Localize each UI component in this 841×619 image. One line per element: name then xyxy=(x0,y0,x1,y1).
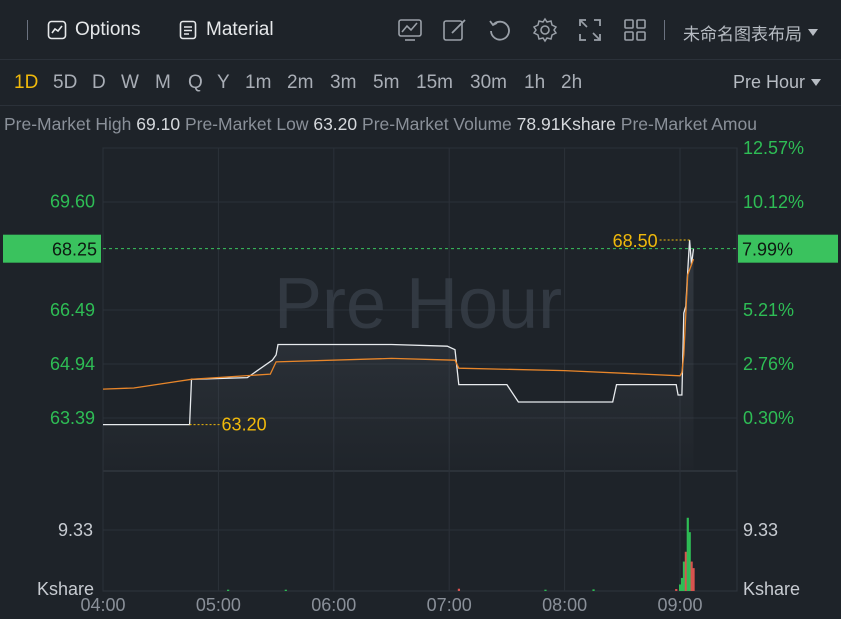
volume-bar xyxy=(680,577,684,591)
markers: 68.25 7.99% 68.50 63.20 xyxy=(3,231,838,435)
volume-bar xyxy=(284,589,287,591)
period-30m[interactable]: 30m xyxy=(470,72,507,93)
period-q[interactable]: Q xyxy=(188,72,203,93)
volume-bar xyxy=(682,561,686,591)
chevron-down-icon xyxy=(811,79,822,86)
volume-bar xyxy=(592,589,595,591)
current-price-badge xyxy=(3,234,101,263)
premarket-stats-bar: Pre-Market High 69.10 Pre-Market Low 63.… xyxy=(4,114,841,140)
low-marker-label: 63.20 xyxy=(222,415,267,435)
toolbar-separator xyxy=(664,20,665,40)
stat-value-pre-market-low: 63.20 xyxy=(313,114,358,134)
x-tick-label: 08:00 xyxy=(542,595,587,615)
layout-name: 未命名图表布局 xyxy=(683,25,802,45)
volume-bar xyxy=(457,588,461,591)
volume-tick-label: 9.33 xyxy=(743,520,778,540)
material-button[interactable]: Material xyxy=(178,16,274,44)
gear-icon[interactable] xyxy=(532,17,558,43)
current-change-value: 7.99% xyxy=(742,240,793,260)
session-watermark: Pre Hour xyxy=(274,264,562,344)
y-tick-label-left: 64.94 xyxy=(50,354,95,374)
session-select[interactable]: Pre Hour xyxy=(733,72,822,93)
y-tick-label-left: 66.49 xyxy=(50,300,95,320)
y-tick-label-left: 69.60 xyxy=(50,192,95,212)
indicator-icon[interactable] xyxy=(397,17,423,43)
fullscreen-icon[interactable] xyxy=(577,17,603,43)
average-price-line xyxy=(102,258,695,390)
layout-grid-icon[interactable] xyxy=(622,17,648,43)
draw-icon[interactable] xyxy=(442,17,468,43)
volume-bars xyxy=(227,517,695,591)
volume-bar xyxy=(679,584,682,591)
volume-bar xyxy=(544,589,547,591)
period-w[interactable]: W xyxy=(121,72,139,93)
x-tick-label: 09:00 xyxy=(657,595,702,615)
document-icon xyxy=(179,20,197,40)
period-5d[interactable]: 5D xyxy=(53,72,78,93)
y-tick-label-left: 63.39 xyxy=(50,408,95,428)
stat-label-pre-market-volume: Pre-Market Volume xyxy=(362,114,512,134)
period-2h[interactable]: 2h xyxy=(561,72,583,93)
period-1d[interactable]: 1D xyxy=(14,72,39,93)
volume-bar xyxy=(690,561,693,591)
options-label: Options xyxy=(75,19,141,40)
y-tick-label-right: 0.30% xyxy=(743,408,794,428)
period-2m[interactable]: 2m xyxy=(287,72,314,93)
period-bar: Pre Hour 1D 5D D W M Q Y 1m 2m 3m 5m 15m 30m 1h 2h xyxy=(0,60,841,106)
period-y[interactable]: Y xyxy=(217,72,230,93)
y-tick-label-right: 12.57% xyxy=(743,138,804,158)
period-1m[interactable]: 1m xyxy=(245,72,272,93)
axes: 69.60 66.49 64.94 63.39 12.57% 10.12% 5.21% 2.7… xyxy=(37,138,804,615)
current-price-value: 68.25 xyxy=(52,240,97,260)
price-area-fill xyxy=(103,240,694,470)
x-tick-label: 07:00 xyxy=(427,595,472,615)
chevron-down-icon xyxy=(808,29,818,36)
layout-select[interactable]: 未命名图表布局 xyxy=(683,20,818,45)
options-button[interactable]: Options xyxy=(47,16,140,44)
period-15m[interactable]: 15m xyxy=(416,72,453,93)
options-icon xyxy=(47,20,67,40)
x-tick-label: 05:00 xyxy=(196,595,241,615)
volume-bar xyxy=(686,517,689,591)
volume-bar xyxy=(692,568,695,591)
volume-tick-label: 9.33 xyxy=(58,520,93,540)
y-tick-label-right: 5.21% xyxy=(743,300,794,320)
x-tick-label: 04:00 xyxy=(80,595,125,615)
volume-bar xyxy=(227,589,230,591)
price-lines xyxy=(102,239,695,426)
volume-bar xyxy=(675,589,678,591)
period-d[interactable]: D xyxy=(92,72,106,93)
volume-unit-label: Kshare xyxy=(743,579,800,599)
period-m[interactable]: M xyxy=(155,72,171,93)
volume-unit-label: Kshare xyxy=(37,579,94,599)
period-3m[interactable]: 3m xyxy=(330,72,357,93)
material-label: Material xyxy=(206,19,274,40)
period-1h[interactable]: 1h xyxy=(524,72,546,93)
stat-value-pre-market-volume: 78.91Kshare xyxy=(516,114,616,134)
current-change-badge xyxy=(738,234,838,263)
refresh-icon[interactable] xyxy=(487,17,513,43)
stat-value-pre-market-high: 69.10 xyxy=(136,114,181,134)
y-tick-label-right: 10.12% xyxy=(743,192,804,212)
period-5m[interactable]: 5m xyxy=(373,72,400,93)
toolbar-separator xyxy=(27,20,28,40)
stat-label-pre-market-high: Pre-Market High xyxy=(4,114,132,134)
y-tick-label-right: 2.76% xyxy=(743,354,794,374)
x-tick-label: 06:00 xyxy=(311,595,356,615)
stat-label-pre-market-low: Pre-Market Low xyxy=(184,114,309,134)
stat-label-pre-market-amou: Pre-Market Amou xyxy=(620,114,757,134)
volume-bar xyxy=(688,532,691,591)
high-marker-label: 68.50 xyxy=(613,231,658,251)
chart-toolbar: Options Material xyxy=(0,0,841,60)
session-label: Pre Hour xyxy=(733,72,806,92)
volume-bar xyxy=(684,551,687,591)
price-area xyxy=(103,240,694,470)
